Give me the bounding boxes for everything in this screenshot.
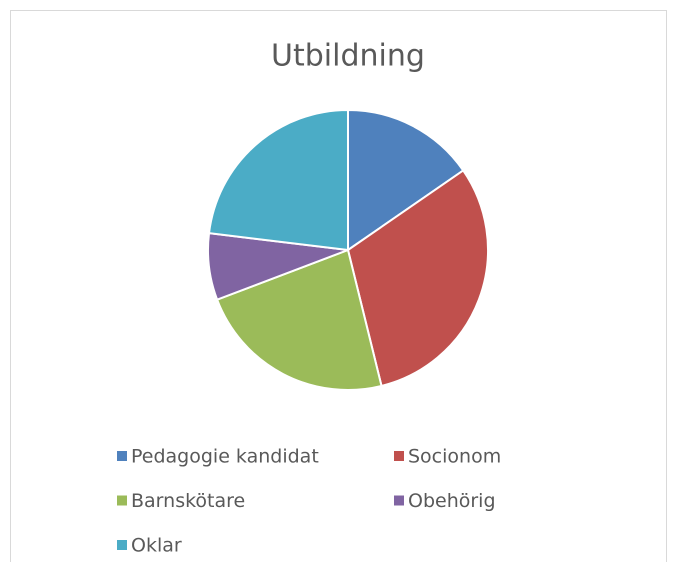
- pie-slice: [207, 108, 349, 252]
- legend-swatch: [117, 495, 127, 506]
- legend-swatch: [394, 451, 404, 461]
- legend-label: Oklar: [131, 535, 182, 557]
- legend-swatch: [117, 451, 127, 461]
- legend-label: Socionom: [408, 446, 501, 468]
- chart-title: Utbildning: [271, 39, 425, 74]
- legend-swatch: [394, 495, 404, 506]
- pie: [207, 108, 489, 391]
- pie-slice: [347, 108, 465, 252]
- legend-label: Barnskötare: [131, 490, 245, 512]
- legend-swatch: [117, 540, 127, 550]
- pie-slice: [346, 169, 489, 388]
- legend-label: Obehörig: [408, 490, 496, 512]
- legend-label: Pedagogie kandidat: [131, 446, 319, 468]
- legend: Pedagogie kandidat Socionom Barnskötare Obe…: [117, 446, 501, 557]
